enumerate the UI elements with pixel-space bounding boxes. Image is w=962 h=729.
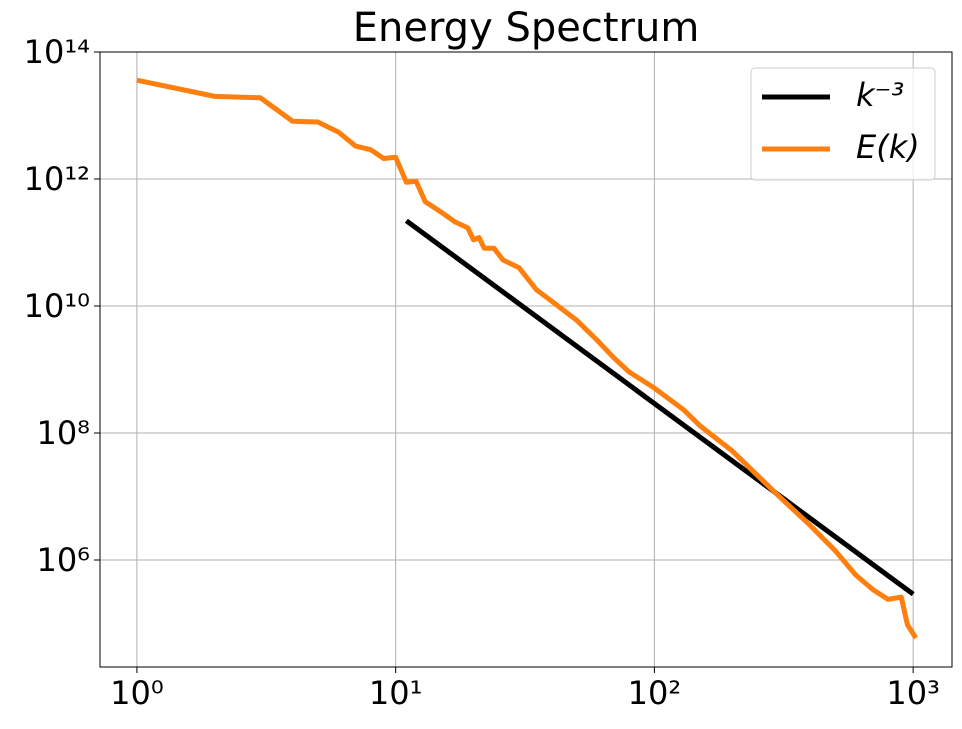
legend-label: E(k) [856,128,920,166]
x-tick-label: 10¹ [369,674,423,712]
legend-label: k⁻³ [856,76,904,114]
y-tick-label: 10⁶ [36,541,90,579]
plot-frame [99,51,953,668]
y-tick-label: 10¹⁰ [24,287,90,325]
series-line [136,77,918,640]
legend: k⁻³ E(k) [750,67,936,181]
chart-title: Energy Spectrum [353,5,700,51]
series-line [404,218,915,597]
x-tick-label: 10² [628,674,682,712]
x-tick-label: 10³ [886,674,940,712]
y-tick-label: 10¹⁴ [24,33,90,71]
y-tick-label: 10¹² [24,160,90,198]
x-tick-label: 10⁰ [110,674,164,712]
y-tick-label: 10⁸ [36,414,90,452]
